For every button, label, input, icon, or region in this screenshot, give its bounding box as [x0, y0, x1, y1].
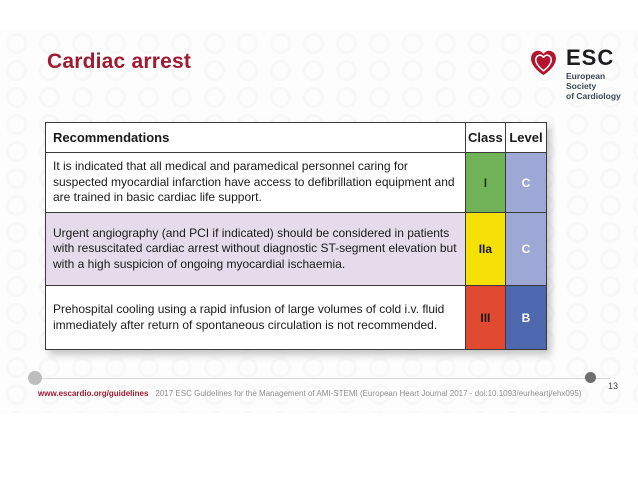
table-row: Prehospital cooling using a rapid infusi…: [45, 285, 548, 350]
header-recommendations: Recommendations: [45, 122, 466, 153]
header-class: Class: [464, 122, 506, 153]
level-cell: B: [504, 285, 548, 350]
divider-left-dot: [28, 371, 42, 385]
level-cell: C: [504, 152, 548, 213]
header-level: Level: [504, 122, 548, 153]
esc-acronym: ESC: [566, 45, 615, 70]
table-row: Urgent angiography (and PCI if indicated…: [45, 212, 548, 286]
recommendation-text-cell: Prehospital cooling using a rapid infusi…: [45, 285, 466, 350]
divider-right-dot: [585, 372, 596, 383]
recommendation-text: Prehospital cooling using a rapid infusi…: [53, 302, 445, 332]
footer: www.escardio.org/guidelines 2017 ESC Guid…: [38, 389, 608, 398]
citation-text: 2017 ESC Guidelines for the Management o…: [155, 389, 582, 398]
heart-icon: [528, 47, 559, 78]
guidelines-link[interactable]: www.escardio.org/guidelines: [38, 389, 149, 398]
page-number: 13: [608, 381, 619, 391]
recommendation-text-cell: Urgent angiography (and PCI if indicated…: [45, 212, 466, 286]
footer-divider: [30, 378, 610, 379]
esc-tagline-line2: of Cardiology: [566, 91, 621, 101]
recommendation-text: It is indicated that all medical and par…: [53, 159, 455, 205]
slide-title: Cardiac arrest: [47, 50, 192, 73]
table-row: It is indicated that all medical and par…: [45, 152, 548, 213]
level-cell: C: [504, 212, 548, 286]
esc-tagline: European Society of Cardiology: [566, 71, 628, 101]
class-cell: III: [464, 285, 506, 350]
esc-tagline-line1: European Society: [566, 71, 606, 91]
recommendation-text-cell: It is indicated that all medical and par…: [45, 152, 466, 213]
class-cell: I: [464, 152, 506, 213]
table-header-row: Recommendations Class Level: [45, 122, 548, 153]
recommendations-table: Recommendations Class Level It is indica…: [45, 122, 548, 350]
recommendation-text: Urgent angiography (and PCI if indicated…: [53, 225, 457, 271]
class-cell: IIa: [464, 212, 506, 286]
